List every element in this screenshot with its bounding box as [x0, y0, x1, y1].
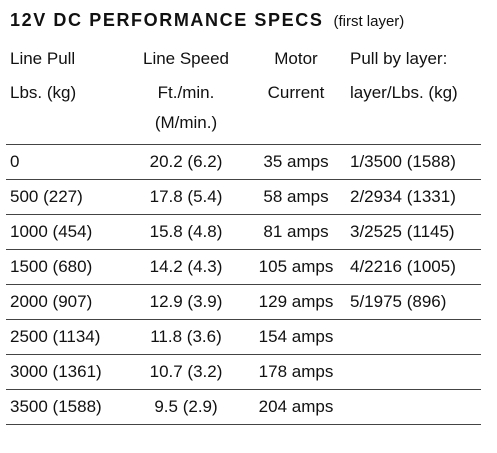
header-motor-unit: Current [246, 78, 346, 145]
cell-line-speed: 15.8 (4.8) [126, 214, 246, 250]
table-row: 2500 (1134) 11.8 (3.6) 154 amps [6, 319, 481, 355]
header-pull-by-layer: Pull by layer: [350, 49, 448, 68]
cell-line-speed: 14.2 (4.3) [126, 249, 246, 285]
header-row-1: Line Pull Line Speed Motor Pull by layer… [6, 44, 481, 78]
cell-line-pull: 1500 (680) [6, 249, 126, 285]
cell-pull-by-layer [346, 319, 481, 355]
header-line-speed-unit-ft: Ft./min. [157, 83, 215, 102]
cell-pull-by-layer: 3/2525 (1145) [346, 214, 481, 250]
title-main: 12V DC PERFORMANCE SPECS [10, 10, 324, 30]
cell-line-speed: 12.9 (3.9) [126, 284, 246, 320]
cell-motor-current: 178 amps [246, 354, 346, 390]
table-row: 1000 (454) 15.8 (4.8) 81 amps 3/2525 (11… [6, 214, 481, 250]
cell-pull-by-layer: 1/3500 (1588) [346, 144, 481, 180]
cell-pull-by-layer: 4/2216 (1005) [346, 249, 481, 285]
header-row-2: Lbs. (kg) Ft./min. (M/min.) Current laye… [6, 78, 481, 145]
cell-line-speed: 10.7 (3.2) [126, 354, 246, 390]
header-motor: Motor [274, 49, 318, 68]
cell-motor-current: 58 amps [246, 179, 346, 215]
cell-motor-current: 204 amps [246, 389, 346, 425]
header-line-speed-unit-m: (M/min.) [154, 113, 218, 132]
cell-line-speed: 11.8 (3.6) [126, 319, 246, 355]
cell-line-speed: 20.2 (6.2) [126, 144, 246, 180]
performance-specs-table: Line Pull Line Speed Motor Pull by layer… [6, 44, 481, 425]
table-row: 0 20.2 (6.2) 35 amps 1/3500 (1588) [6, 144, 481, 180]
cell-motor-current: 81 amps [246, 214, 346, 250]
cell-motor-current: 154 amps [246, 319, 346, 355]
cell-line-speed: 9.5 (2.9) [126, 389, 246, 425]
cell-line-pull: 3500 (1588) [6, 389, 126, 425]
cell-line-pull: 3000 (1361) [6, 354, 126, 390]
cell-motor-current: 105 amps [246, 249, 346, 285]
header-pull-by-layer-unit: layer/Lbs. (kg) [346, 78, 481, 145]
header-line-speed: Line Speed [142, 49, 230, 68]
table-row: 3500 (1588) 9.5 (2.9) 204 amps [6, 389, 481, 425]
header-line-pull-unit: Lbs. (kg) [6, 78, 126, 145]
cell-pull-by-layer: 2/2934 (1331) [346, 179, 481, 215]
header-line-pull: Line Pull [10, 49, 76, 68]
table-row: 500 (227) 17.8 (5.4) 58 amps 2/2934 (133… [6, 179, 481, 215]
table-row: 3000 (1361) 10.7 (3.2) 178 amps [6, 354, 481, 390]
cell-line-speed: 17.8 (5.4) [126, 179, 246, 215]
title-subtitle: (first layer) [333, 13, 405, 30]
page-title: 12V DC PERFORMANCE SPECS (first layer) [10, 10, 404, 31]
cell-line-pull: 0 [6, 144, 126, 180]
cell-line-pull: 2000 (907) [6, 284, 126, 320]
cell-pull-by-layer [346, 354, 481, 390]
cell-line-pull: 2500 (1134) [6, 319, 126, 355]
header-line-speed-unit: Ft./min. (M/min.) [126, 78, 246, 145]
cell-pull-by-layer [346, 389, 481, 425]
table-row: 2000 (907) 12.9 (3.9) 129 amps 5/1975 (8… [6, 284, 481, 320]
cell-line-pull: 1000 (454) [6, 214, 126, 250]
cell-motor-current: 129 amps [246, 284, 346, 320]
cell-pull-by-layer: 5/1975 (896) [346, 284, 481, 320]
table-row: 1500 (680) 14.2 (4.3) 105 amps 4/2216 (1… [6, 249, 481, 285]
cell-motor-current: 35 amps [246, 144, 346, 180]
cell-line-pull: 500 (227) [6, 179, 126, 215]
